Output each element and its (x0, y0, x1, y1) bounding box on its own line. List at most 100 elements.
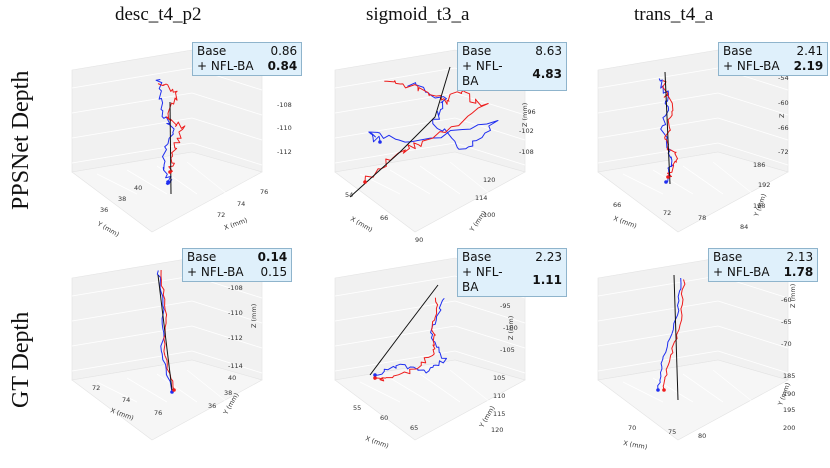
x-tick-label: 84 (740, 223, 748, 231)
series-base-line (657, 277, 682, 391)
grid-line (454, 142, 526, 166)
grid-line (597, 325, 719, 347)
grid-line (191, 300, 263, 324)
legend-nfl-value: 0.84 (267, 59, 298, 73)
legend-nfl-value: 4.83 (532, 66, 562, 81)
grid-line (652, 169, 694, 195)
grid-line (717, 300, 789, 324)
z-tick-label: -108 (519, 148, 534, 156)
z-tick-label: -70 (781, 340, 792, 348)
legend-base-label: Base (713, 250, 743, 264)
y-tick-label: 190 (783, 390, 795, 398)
metric-legend: Base 2.41 + NFL-BA 2.19 (718, 42, 829, 76)
z-tick-label: -112 (277, 148, 292, 156)
column-title-3: trans_t4_a (634, 4, 714, 25)
y-tick-label: 110 (493, 392, 505, 400)
legend-nfl-value: 1.11 (532, 272, 562, 287)
legend-base-label: Base (462, 250, 492, 264)
grid-line (454, 350, 526, 374)
x-tick-label: 72 (663, 209, 671, 217)
legend-nfl-label: + NFL-BA (197, 59, 254, 73)
grid-line (126, 377, 168, 403)
panel-gt-trans: -60 -65 -70 70 75 80 185 190 195 200 X (mm) Y (mm) Z… (568, 240, 830, 466)
z-axis-label: Z (mm) (521, 103, 529, 127)
grid-line (71, 67, 193, 89)
x-axis-label: X (mm) (349, 215, 374, 234)
grid-line (334, 350, 456, 372)
legend-base-value: 8.63 (535, 44, 562, 58)
x-tick-label: 74 (122, 396, 130, 404)
grid-line (717, 92, 789, 116)
y-axis-label: Y (mm) (95, 219, 120, 238)
legend-base-value: 2.13 (786, 250, 814, 264)
y-tick-label: 100 (483, 211, 495, 219)
z-tick-label: -110 (277, 124, 292, 132)
legend-nfl-label: + NFL-BA (462, 265, 503, 294)
z-tick-label: -54 (778, 74, 789, 82)
row-title-gt: GT Depth (8, 311, 34, 408)
grid-line (717, 350, 789, 374)
y-tick-label: 120 (491, 426, 503, 434)
legend-nfl-label: + NFL-BA (713, 265, 770, 279)
z-tick-label: -66 (778, 124, 789, 132)
legend-base-label: Base (197, 44, 227, 58)
y-tick-label: 105 (493, 374, 505, 382)
legend-nfl-value: 0.15 (260, 265, 288, 279)
grid-line (96, 381, 138, 403)
grid-line (156, 373, 198, 403)
grid-line (419, 165, 461, 195)
column-title-2: sigmoid_t3_a (366, 4, 470, 25)
series-nfl-line (662, 80, 678, 178)
grid-line (334, 142, 456, 164)
metric-legend: Base 8.63 + NFL-BA 4.83 (457, 42, 567, 91)
x-tick-label: 72 (217, 211, 225, 219)
series-nfl-marker (168, 170, 172, 174)
grid-line (717, 142, 789, 166)
grid-line (717, 117, 789, 141)
y-tick-label: 185 (783, 372, 795, 380)
grid-line (71, 325, 193, 347)
y-tick-label: 38 (224, 389, 232, 397)
y-tick-label: 115 (493, 410, 505, 418)
series-base-line (368, 82, 499, 150)
grid-line (389, 377, 431, 403)
grid-line (597, 142, 719, 164)
grid-line (419, 373, 461, 403)
axis-panes (71, 257, 263, 441)
x-tick-label: 66 (613, 201, 621, 209)
metric-legend: Base 2.13 + NFL-BA 1.78 (708, 248, 819, 282)
legend-base-label: Base (187, 250, 217, 264)
x-axis-label: X (mm) (364, 434, 390, 450)
grid-line (454, 92, 526, 116)
grid-line (597, 117, 719, 139)
grid-line (71, 142, 193, 164)
z-tick-label: -60 (778, 99, 789, 107)
column-title-1: desc_t4_p2 (115, 4, 202, 25)
x-tick-label: 66 (380, 214, 388, 222)
series-gt-line (369, 284, 439, 376)
z-tick-label: -114 (228, 362, 243, 370)
x-tick-label: 72 (92, 384, 100, 392)
grid-line (191, 117, 263, 141)
grid-line (334, 117, 456, 139)
x-tick-label: 54 (345, 191, 353, 199)
y-axis-label: Y (mm) (468, 209, 489, 234)
legend-nfl-value: 2.19 (793, 59, 824, 73)
legend-base-value: 2.23 (535, 250, 562, 264)
z-tick-label: -65 (781, 318, 792, 326)
series-nfl-marker (363, 180, 367, 184)
grid-line (186, 369, 228, 403)
grid-line (682, 373, 724, 403)
grid-line (597, 67, 719, 89)
series-gt-line (673, 274, 679, 401)
metric-legend: Base 0.14 + NFL-BA 0.15 (182, 248, 293, 282)
x-tick-label: 80 (698, 432, 706, 440)
z-axis-label: Z (778, 113, 786, 118)
grid-line (682, 165, 724, 195)
y-tick-label: 40 (134, 184, 142, 192)
grid-line (191, 350, 263, 374)
